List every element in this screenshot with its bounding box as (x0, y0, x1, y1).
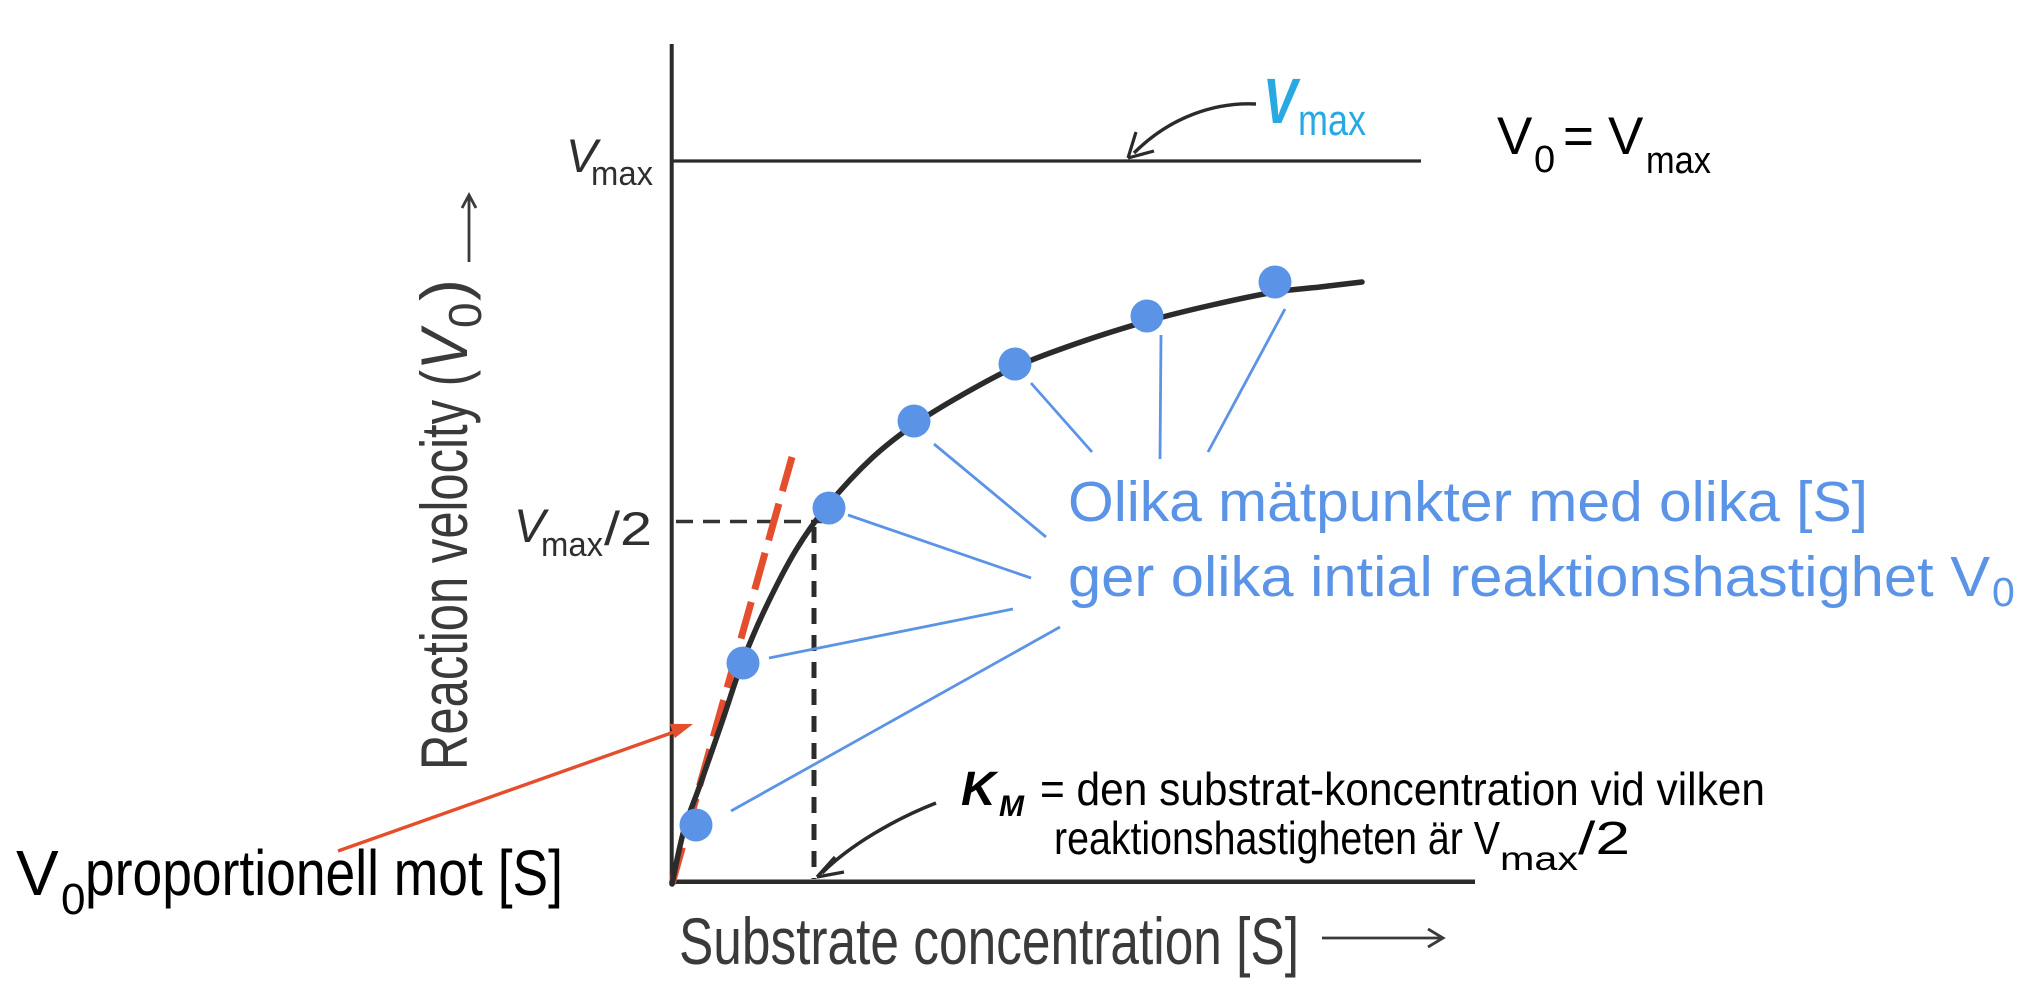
svg-text:V: V (514, 499, 549, 552)
svg-text:/2: /2 (604, 502, 652, 555)
svg-text:ger olika intial reaktionshast: ger olika intial reaktionshastighet V (1068, 545, 1990, 609)
svg-text:= den substrat-koncentration v: = den substrat-koncentration vid vilken (1040, 763, 1765, 815)
svg-text:V: V (1497, 107, 1533, 166)
svg-text:Reaction velocity (: Reaction velocity ( (407, 370, 481, 770)
svg-text:Substrate concentration [S]: Substrate concentration [S] (679, 904, 1299, 978)
svg-text:=: = (1563, 107, 1594, 166)
svg-text:0: 0 (439, 302, 491, 328)
svg-text:): ) (407, 279, 481, 301)
svg-text:0: 0 (1534, 139, 1555, 181)
svg-text:max: max (591, 155, 653, 193)
svg-text:V: V (566, 129, 601, 182)
svg-text:V: V (407, 325, 481, 370)
svg-text:Olika mätpunkter med olika [S]: Olika mätpunkter med olika [S] (1068, 470, 1868, 534)
svg-text:K: K (961, 763, 999, 816)
svg-text:0: 0 (1992, 569, 2015, 615)
svg-text:V: V (16, 837, 59, 909)
svg-text:M: M (999, 790, 1025, 823)
svg-text:max: max (541, 526, 603, 564)
svg-text:proportionell mot [S]: proportionell mot [S] (85, 837, 563, 909)
svg-text:max: max (1298, 96, 1366, 145)
svg-text:max: max (1500, 840, 1579, 877)
svg-text:V: V (1263, 65, 1301, 137)
svg-text:/2: /2 (1578, 812, 1630, 864)
svg-text:reaktionshastigheten är V: reaktionshastigheten är V (1054, 812, 1500, 864)
svg-text:V: V (1608, 107, 1644, 166)
svg-text:0: 0 (61, 875, 85, 924)
svg-text:max: max (1646, 140, 1711, 182)
